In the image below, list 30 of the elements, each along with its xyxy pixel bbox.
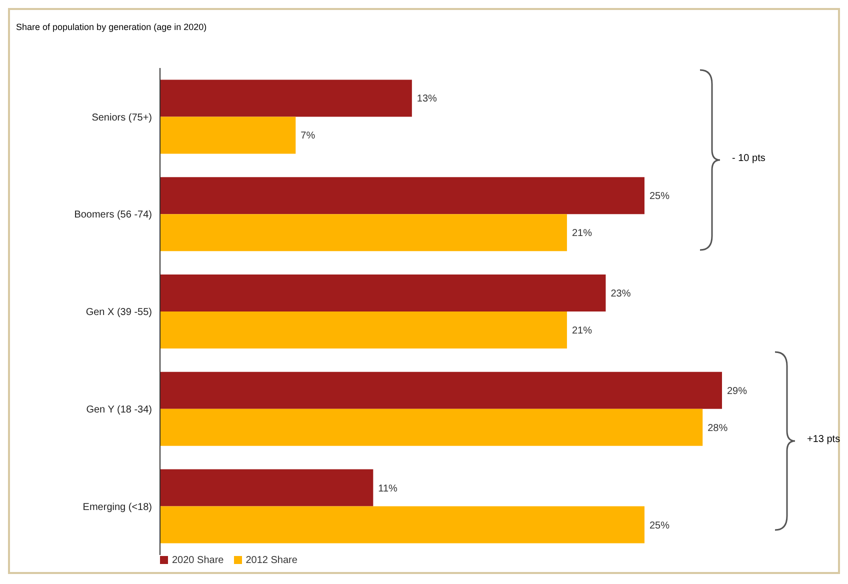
y-tick-label: Boomers (56 -74) bbox=[74, 210, 152, 221]
data-label: 25% bbox=[649, 520, 670, 532]
bar bbox=[160, 506, 644, 544]
y-tick-label: Emerging (<18) bbox=[82, 502, 152, 513]
bar bbox=[160, 469, 374, 506]
data-label: 25% bbox=[649, 191, 670, 202]
data-label: 28% bbox=[708, 422, 728, 434]
data-label: 29% bbox=[727, 386, 748, 397]
y-tick-label: Seniors (75+) bbox=[92, 112, 152, 124]
data-label: 23% bbox=[610, 288, 631, 300]
bar bbox=[160, 177, 644, 214]
data-label: 11% bbox=[378, 483, 398, 494]
chart-title: Share of population by generation (age in 2020) bbox=[16, 22, 207, 32]
data-label: 13% bbox=[416, 94, 438, 105]
y-tick-label: Gen Y (18 -34) bbox=[86, 404, 152, 416]
bar bbox=[160, 80, 412, 117]
data-label: 21% bbox=[572, 228, 592, 240]
bar bbox=[160, 408, 703, 446]
bar bbox=[160, 311, 567, 348]
data-label: 21% bbox=[572, 326, 592, 337]
bar bbox=[160, 372, 722, 409]
bar bbox=[160, 274, 606, 312]
data-label: 7% bbox=[300, 130, 316, 142]
text: - 10 pts bbox=[732, 153, 766, 164]
legend-label: 2012 Share bbox=[246, 555, 298, 566]
legend-label: 2020 Share bbox=[172, 555, 224, 566]
bar bbox=[160, 116, 296, 154]
bar bbox=[160, 214, 567, 252]
text: +13 pts bbox=[807, 434, 840, 445]
y-tick-label: Gen X (39 -55) bbox=[86, 307, 152, 318]
